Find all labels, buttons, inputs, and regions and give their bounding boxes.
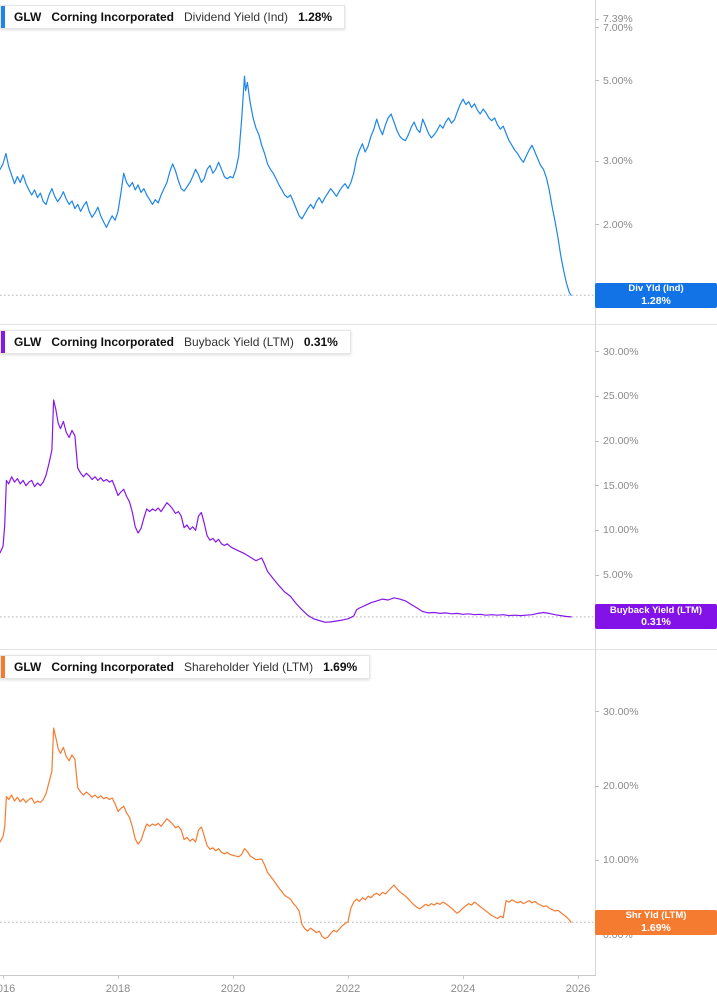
legend-dividend-yield[interactable]: GLW Corning Incorporated Dividend Yield … <box>0 5 346 29</box>
x-tick-label: 2022 <box>335 983 361 995</box>
y-tick-label: 10.00% <box>603 854 639 867</box>
y-tick-label: 10.00% <box>603 524 639 537</box>
x-tick-label: 2026 <box>565 983 591 995</box>
legend-color-bar <box>1 656 5 678</box>
tick-mark <box>595 18 599 20</box>
legend-buyback-yield[interactable]: GLW Corning Incorporated Buyback Yield (… <box>0 330 351 354</box>
metric-value: 1.69% <box>323 660 358 674</box>
company-name: Corning Incorporated <box>51 335 174 349</box>
price-label-buyback-yield: Buyback Yield (LTM) 0.31% <box>595 604 717 630</box>
y-axis-tick: 10.00% <box>595 854 717 866</box>
series-line <box>0 399 572 623</box>
legend-text: GLW Corning Incorporated Shareholder Yie… <box>5 656 369 678</box>
tick-mark <box>595 395 599 397</box>
tick-mark <box>595 485 599 487</box>
tick-mark <box>595 785 599 787</box>
y-tick-label: 3.00% <box>603 155 633 168</box>
tick-mark <box>595 160 599 162</box>
company-name: Corning Incorporated <box>51 660 174 674</box>
tick-mark <box>595 351 599 353</box>
company-name: Corning Incorporated <box>51 10 174 24</box>
shareholder-yield-plot[interactable] <box>0 650 595 975</box>
x-tick-label: 2020 <box>220 983 246 995</box>
price-label-div-yld: Div Yld (Ind) 1.28% <box>595 282 717 308</box>
legend-text: GLW Corning Incorporated Dividend Yield … <box>5 6 344 28</box>
x-axis-line <box>0 975 596 976</box>
legend-text: GLW Corning Incorporated Buyback Yield (… <box>5 331 350 353</box>
y-tick-label: 2.00% <box>603 218 633 231</box>
y-tick-label: 20.00% <box>603 435 639 448</box>
ticker-symbol: GLW <box>14 335 42 349</box>
ticker-symbol: GLW <box>14 660 42 674</box>
tick-mark <box>595 529 599 531</box>
x-axis: 2016 2018 2020 2022 2024 2026 <box>0 975 717 1005</box>
x-tick-mark <box>462 975 464 979</box>
price-label-title: Shr Yld (LTM) <box>625 910 687 922</box>
y-axis-tick: 30.00% <box>595 706 717 718</box>
y-axis-tick: 20.00% <box>595 435 717 447</box>
dividend-yield-plot[interactable] <box>0 0 595 325</box>
tick-mark <box>595 859 599 861</box>
x-tick-label: 2018 <box>105 983 131 995</box>
y-axis-tick: 5.00% <box>595 569 717 581</box>
y-tick-label: 30.00% <box>603 705 639 718</box>
legend-color-bar <box>1 331 5 353</box>
series-line <box>0 75 572 296</box>
y-tick-label: 15.00% <box>603 479 639 492</box>
y-axis-tick: 30.00% <box>595 346 717 358</box>
y-tick-label: 7.39% <box>603 13 633 26</box>
legend-color-bar <box>1 6 5 28</box>
price-label-value: 1.28% <box>641 294 671 307</box>
x-tick-label: 2016 <box>0 983 16 995</box>
y-tick-label: 30.00% <box>603 345 639 358</box>
x-tick-mark <box>232 975 234 979</box>
tick-mark <box>595 27 599 29</box>
y-axis-tick: 2.00% <box>595 219 717 231</box>
tick-mark <box>595 440 599 442</box>
panel-buyback-yield: GLW Corning Incorporated Buyback Yield (… <box>0 325 717 650</box>
x-tick-mark <box>347 975 349 979</box>
y-axis-tick: 25.00% <box>595 390 717 402</box>
y-axis-line <box>595 0 596 975</box>
tick-mark <box>595 934 599 936</box>
x-tick-mark <box>577 975 579 979</box>
y-axis-tick: 5.00% <box>595 75 717 87</box>
panel-dividend-yield: GLW Corning Incorporated Dividend Yield … <box>0 0 717 325</box>
price-label-shr-yld: Shr Yld (LTM) 1.69% <box>595 909 717 935</box>
metric-name: Buyback Yield (LTM) <box>184 335 294 349</box>
y-axis-tick: 15.00% <box>595 480 717 492</box>
price-label-title: Buyback Yield (LTM) <box>609 605 703 617</box>
price-label-value: 0.31% <box>641 616 671 629</box>
metric-value: 0.31% <box>303 335 338 349</box>
legend-shareholder-yield[interactable]: GLW Corning Incorporated Shareholder Yie… <box>0 655 371 679</box>
y-tick-label: 5.00% <box>603 74 633 87</box>
tick-mark <box>595 80 599 82</box>
metric-name: Shareholder Yield (LTM) <box>184 660 314 674</box>
y-tick-label: 25.00% <box>603 390 639 403</box>
y-tick-label: 5.00% <box>603 569 633 581</box>
y-axis-tick: 7.00% <box>595 22 717 34</box>
tick-mark <box>595 574 599 576</box>
x-tick-mark <box>2 975 4 979</box>
tick-mark <box>595 711 599 713</box>
metric-value: 1.28% <box>298 10 333 24</box>
y-axis-tick: 7.39% <box>595 13 717 25</box>
x-tick-label: 2024 <box>450 983 476 995</box>
price-label-value: 1.69% <box>641 921 671 934</box>
buyback-yield-plot[interactable] <box>0 325 595 650</box>
y-axis-tick: 20.00% <box>595 780 717 792</box>
y-axis-tick: 10.00% <box>595 524 717 536</box>
panel-shareholder-yield: GLW Corning Incorporated Shareholder Yie… <box>0 650 717 975</box>
price-label-title: Div Yld (Ind) <box>628 283 684 295</box>
metric-name: Dividend Yield (Ind) <box>184 10 289 24</box>
x-tick-mark <box>117 975 119 979</box>
y-tick-label: 7.00% <box>603 21 633 34</box>
ticker-symbol: GLW <box>14 10 42 24</box>
y-tick-label: 20.00% <box>603 780 639 793</box>
y-axis-tick: 3.00% <box>595 155 717 167</box>
series-line <box>0 727 572 940</box>
tick-mark <box>595 224 599 226</box>
